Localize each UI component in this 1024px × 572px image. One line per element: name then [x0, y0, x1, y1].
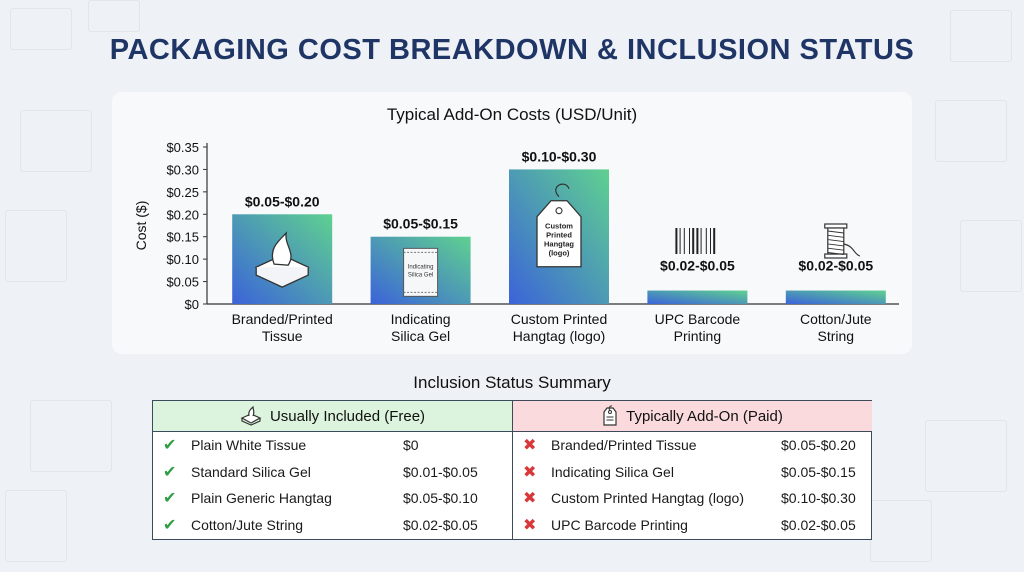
- inclusion-summary-table: Usually Included (Free) ✔ Plain White Tis…: [152, 400, 872, 540]
- bar-data-label: $0.05-$0.20: [245, 193, 320, 209]
- x-tick-label: Tissue: [262, 328, 303, 344]
- check-icon: ✔: [163, 437, 177, 454]
- addon-column: Typically Add-On (Paid) ✖ Branded/Printed…: [512, 401, 872, 539]
- summary-item-name: Branded/Printed Tissue: [551, 437, 697, 453]
- cross-icon: ✖: [523, 463, 537, 481]
- bar-data-label: $0.02-$0.05: [798, 258, 873, 274]
- background-box-icon: [5, 490, 67, 562]
- background-box-icon: [88, 0, 140, 32]
- summary-title: Inclusion Status Summary: [413, 373, 611, 392]
- summary-row: ✔ Plain White Tissue $0: [153, 432, 512, 459]
- background-box-icon: [870, 500, 932, 562]
- x-tick-label: Printing: [674, 328, 721, 344]
- x-tick-label: Cotton/Jute: [800, 311, 872, 327]
- hangtag-text: Custom: [545, 222, 573, 231]
- y-tick-label: $0.15: [166, 230, 199, 245]
- hangtag-icon: [603, 405, 617, 426]
- background-box-icon: [925, 420, 1007, 492]
- y-tick-label: $0.35: [166, 140, 199, 155]
- tissue-box-icon: [240, 406, 262, 426]
- tissue-box-icon: [254, 231, 310, 288]
- summary-row: ✖ Branded/Printed Tissue $0.05-$0.20: [513, 432, 872, 459]
- y-tick-label: $0: [185, 297, 199, 312]
- summary-item-value: $0: [403, 437, 419, 453]
- included-header: Usually Included (Free): [153, 401, 512, 432]
- cross-icon: ✖: [523, 516, 537, 534]
- background-box-icon: [960, 220, 1022, 292]
- summary-item-value: $0.05-$0.10: [403, 490, 478, 506]
- summary-item-value: $0.02-$0.05: [403, 516, 478, 533]
- summary-item-name: Indicating Silica Gel: [551, 463, 674, 480]
- background-box-icon: [950, 10, 1012, 62]
- summary-item-value: $0.10-$0.30: [781, 490, 856, 506]
- check-icon: ✔: [163, 490, 177, 507]
- cost-bar-chart: $0 $0.05 $0.10 $0.15 $0.20 $0.25 $0.30 $0.35 Cos…: [133, 140, 899, 344]
- y-axis-label: Cost ($): [133, 201, 149, 251]
- x-tick-label: String: [818, 328, 855, 344]
- summary-row: ✔ Standard Silica Gel $0.01-$0.05: [153, 459, 512, 486]
- barcode-icon: [673, 228, 722, 259]
- y-tick-label: $0.25: [166, 185, 199, 200]
- addon-header: Typically Add-On (Paid): [513, 401, 872, 432]
- included-header-label: Usually Included (Free): [269, 407, 426, 425]
- summary-row: ✖ UPC Barcode Printing $0.02-$0.05: [513, 512, 872, 539]
- summary-item-name: Plain Generic Hangtag: [191, 490, 332, 506]
- cross-icon: ✖: [523, 490, 537, 507]
- page-title: PACKAGING COST BREAKDOWN & INCLUSION STA…: [109, 34, 915, 66]
- silica-packet-text: Indicating: [408, 264, 434, 270]
- silica-gel-packet-icon: Indicating Silica Gel: [403, 247, 439, 297]
- bar-data-label: $0.10-$0.30: [522, 148, 597, 164]
- check-icon: ✔: [163, 463, 177, 481]
- cross-icon: ✖: [523, 437, 537, 454]
- bar-data-label: $0.05-$0.15: [383, 216, 458, 232]
- summary-item-name: Custom Printed Hangtag (logo): [551, 490, 744, 506]
- summary-item-value: $0.05-$0.20: [781, 437, 856, 453]
- x-tick-label: Silica Gel: [391, 328, 450, 344]
- summary-item-name: Standard Silica Gel: [191, 463, 311, 480]
- summary-row: ✖ Custom Printed Hangtag (logo) $0.10-$0.3…: [513, 485, 872, 512]
- summary-item-name: UPC Barcode Printing: [551, 516, 688, 533]
- hangtag-text: (logo): [549, 249, 570, 258]
- summary-row: ✖ Indicating Silica Gel $0.05-$0.15: [513, 459, 872, 486]
- x-tick-label: UPC Barcode: [655, 311, 741, 327]
- background-box-icon: [935, 100, 1007, 162]
- check-icon: ✔: [163, 516, 177, 534]
- bar: [785, 290, 886, 304]
- addon-header-label: Typically Add-On (Paid): [626, 407, 783, 425]
- summary-item-name: Cotton/Jute String: [191, 516, 304, 533]
- x-tick-label: Branded/Printed: [232, 311, 333, 327]
- y-tick-label: $0.20: [166, 207, 199, 222]
- included-column: Usually Included (Free) ✔ Plain White Tis…: [153, 401, 512, 539]
- y-tick-label: $0.05: [166, 275, 199, 290]
- bar-data-label: $0.02-$0.05: [660, 258, 735, 274]
- summary-item-value: $0.01-$0.05: [403, 463, 478, 480]
- summary-row: ✔ Cotton/Jute String $0.02-$0.05: [153, 512, 512, 539]
- string-spool-icon: [824, 223, 861, 259]
- bar: [647, 290, 748, 304]
- summary-row: ✔ Plain Generic Hangtag $0.05-$0.10: [153, 485, 512, 512]
- hangtag-text: Printed: [546, 231, 572, 240]
- summary-item-value: $0.02-$0.05: [781, 516, 856, 533]
- hangtag-text: Hangtag: [544, 240, 574, 249]
- x-tick-label: Indicating: [391, 311, 451, 327]
- background-box-icon: [10, 8, 72, 50]
- x-tick-label: Hangtag (logo): [513, 328, 606, 344]
- chart-title: Typical Add-On Costs (USD/Unit): [386, 105, 638, 124]
- x-tick-label: Custom Printed: [511, 311, 607, 327]
- summary-item-name: Plain White Tissue: [191, 437, 307, 453]
- summary-item-value: $0.05-$0.15: [781, 463, 856, 480]
- background-box-icon: [5, 210, 67, 282]
- y-tick-label: $0.10: [166, 252, 199, 267]
- silica-packet-text: Silica Gel: [408, 272, 433, 278]
- background-box-icon: [30, 400, 112, 472]
- background-box-icon: [20, 110, 92, 172]
- y-tick-label: $0.30: [166, 162, 199, 177]
